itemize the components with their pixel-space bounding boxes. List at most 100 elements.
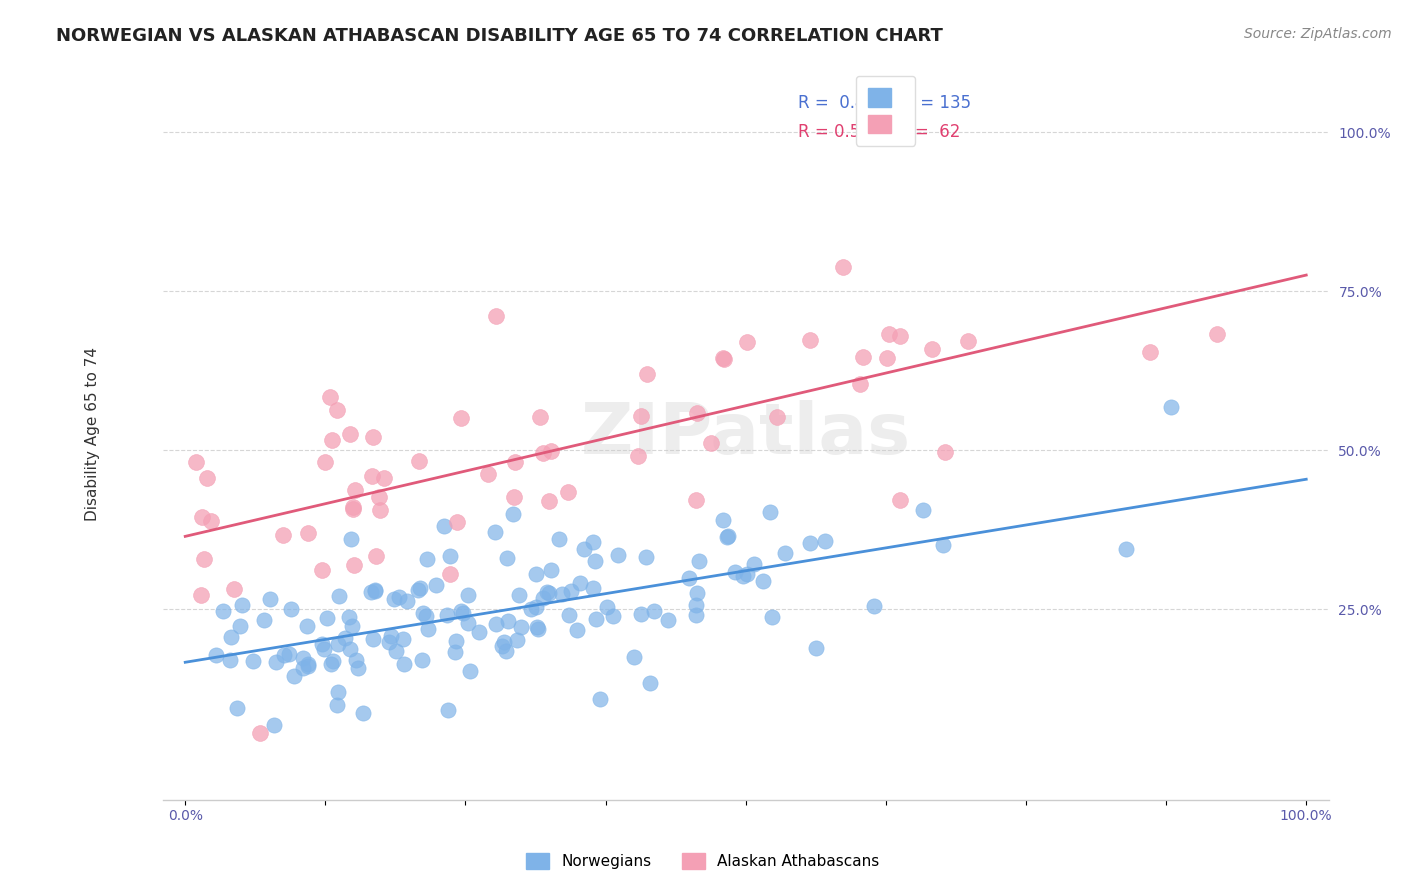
Norwegians: [212, 604, 235, 618]
Norwegians: [297, 657, 319, 671]
Alaskan Athabascans: [195, 471, 218, 485]
Norwegians: [444, 634, 467, 648]
Norwegians: [415, 609, 437, 624]
Norwegians: [382, 592, 405, 607]
Alaskan Athabascans: [557, 485, 579, 500]
Norwegians: [396, 594, 419, 608]
Text: NORWEGIAN VS ALASKAN ATHABASCAN DISABILITY AGE 65 TO 74 CORRELATION CHART: NORWEGIAN VS ALASKAN ATHABASCAN DISABILI…: [56, 27, 943, 45]
Alaskan Athabascans: [326, 402, 349, 417]
Norwegians: [565, 623, 588, 637]
Alaskan Athabascans: [630, 409, 652, 423]
Alaskan Athabascans: [934, 445, 956, 459]
Alaskan Athabascans: [343, 483, 366, 497]
Norwegians: [630, 607, 652, 621]
Norwegians: [678, 571, 700, 585]
Norwegians: [408, 581, 430, 595]
Norwegians: [607, 548, 630, 562]
Alaskan Athabascans: [450, 411, 472, 425]
Norwegians: [457, 615, 479, 630]
Norwegians: [339, 641, 361, 656]
Alaskan Athabascans: [190, 509, 212, 524]
Norwegians: [385, 644, 408, 658]
Norwegians: [229, 618, 252, 632]
Norwegians: [231, 599, 253, 613]
Norwegians: [360, 585, 382, 599]
Norwegians: [761, 610, 783, 624]
Norwegians: [221, 630, 243, 644]
Norwegians: [339, 533, 361, 547]
Alaskan Athabascans: [627, 450, 650, 464]
Alaskan Athabascans: [540, 444, 562, 458]
Norwegians: [485, 617, 508, 632]
Norwegians: [814, 533, 837, 548]
Norwegians: [724, 565, 747, 579]
Norwegians: [1115, 542, 1137, 557]
Alaskan Athabascans: [361, 469, 384, 483]
Norwegians: [394, 657, 416, 671]
Norwegians: [495, 644, 517, 658]
Norwegians: [717, 529, 740, 543]
Text: R =  0.431   N = 135: R = 0.431 N = 135: [799, 95, 972, 112]
Alaskan Athabascans: [531, 446, 554, 460]
Norwegians: [1160, 401, 1182, 415]
Norwegians: [252, 613, 274, 627]
Norwegians: [509, 620, 531, 634]
Norwegians: [297, 658, 319, 673]
Norwegians: [863, 599, 886, 613]
Text: R = 0.502   N =  62: R = 0.502 N = 62: [799, 123, 960, 141]
Norwegians: [932, 538, 955, 552]
Norwegians: [804, 640, 827, 655]
Legend: , : ,: [856, 76, 915, 145]
Alaskan Athabascans: [889, 329, 911, 343]
Norwegians: [536, 584, 558, 599]
Norwegians: [585, 612, 607, 626]
Norwegians: [582, 581, 605, 595]
Norwegians: [742, 558, 765, 572]
Norwegians: [347, 661, 370, 675]
Norwegians: [450, 604, 472, 618]
Alaskan Athabascans: [636, 367, 658, 381]
Alaskan Athabascans: [311, 563, 333, 577]
Norwegians: [259, 592, 281, 607]
Norwegians: [557, 607, 579, 622]
Alaskan Athabascans: [505, 455, 527, 469]
Norwegians: [526, 619, 548, 633]
Norwegians: [752, 574, 775, 588]
Norwegians: [337, 609, 360, 624]
Norwegians: [735, 566, 758, 581]
Norwegians: [225, 700, 247, 714]
Norwegians: [716, 530, 738, 544]
Norwegians: [531, 591, 554, 605]
Norwegians: [640, 676, 662, 690]
Alaskan Athabascans: [314, 455, 336, 469]
Alaskan Athabascans: [713, 352, 735, 367]
Norwegians: [273, 648, 295, 662]
Alaskan Athabascans: [361, 430, 384, 444]
Norwegians: [506, 632, 529, 647]
Norwegians: [492, 634, 515, 648]
Norwegians: [326, 685, 349, 699]
Alaskan Athabascans: [368, 490, 391, 504]
Norwegians: [634, 549, 657, 564]
Alaskan Athabascans: [321, 433, 343, 447]
Norwegians: [436, 703, 458, 717]
Norwegians: [582, 535, 605, 549]
Norwegians: [361, 632, 384, 646]
Alaskan Athabascans: [852, 350, 875, 364]
Norwegians: [387, 590, 409, 604]
Norwegians: [325, 698, 347, 712]
Alaskan Athabascans: [193, 552, 215, 566]
Norwegians: [328, 637, 350, 651]
Norwegians: [733, 569, 755, 583]
Norwegians: [242, 654, 264, 668]
Norwegians: [589, 692, 612, 706]
Alaskan Athabascans: [700, 436, 723, 450]
Alaskan Athabascans: [485, 310, 508, 324]
Norwegians: [775, 546, 797, 560]
Alaskan Athabascans: [224, 582, 246, 596]
Alaskan Athabascans: [685, 492, 707, 507]
Text: Source: ZipAtlas.com: Source: ZipAtlas.com: [1244, 27, 1392, 41]
Alaskan Athabascans: [1139, 345, 1161, 359]
Norwegians: [524, 599, 547, 614]
Norwegians: [412, 607, 434, 621]
